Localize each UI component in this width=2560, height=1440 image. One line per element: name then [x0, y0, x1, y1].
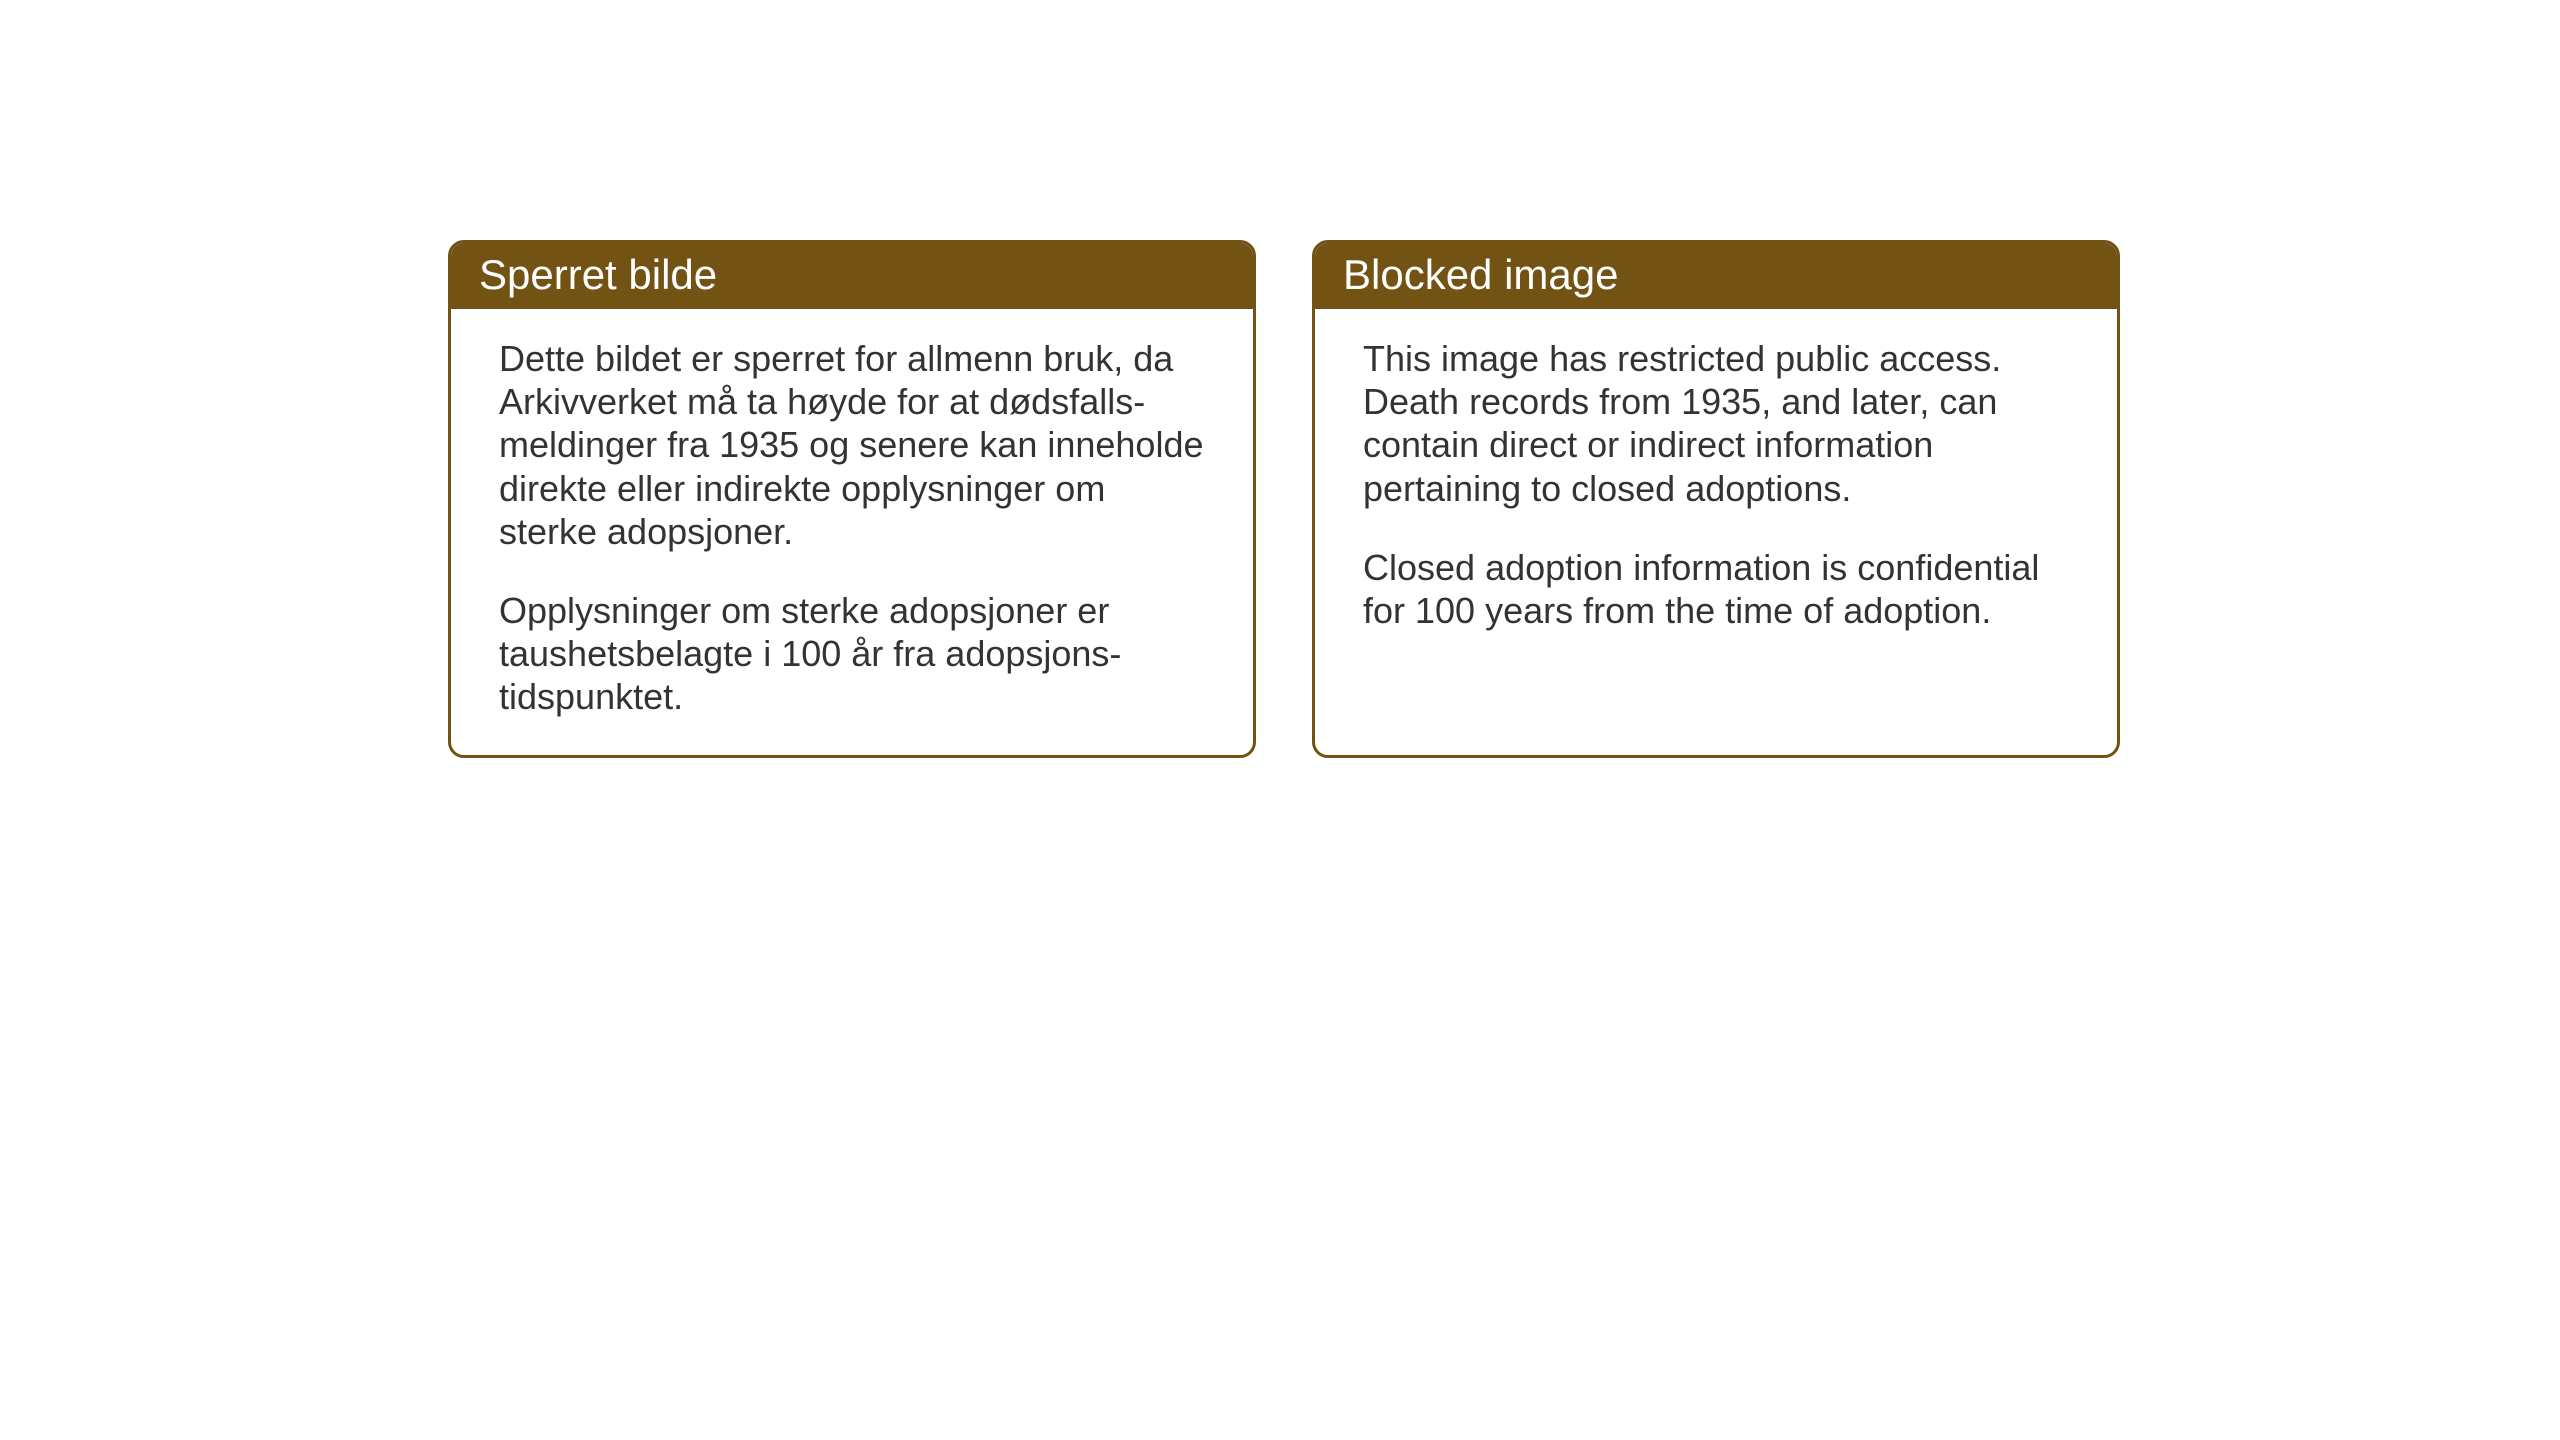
norwegian-paragraph-1: Dette bildet er sperret for allmenn bruk…: [499, 337, 1205, 553]
english-paragraph-1: This image has restricted public access.…: [1363, 337, 2069, 510]
norwegian-card-body: Dette bildet er sperret for allmenn bruk…: [451, 309, 1253, 755]
norwegian-card-title: Sperret bilde: [451, 243, 1253, 309]
notice-container: Sperret bilde Dette bildet er sperret fo…: [448, 240, 2120, 758]
english-paragraph-2: Closed adoption information is confident…: [1363, 546, 2069, 632]
english-card-body: This image has restricted public access.…: [1315, 309, 2117, 668]
english-notice-card: Blocked image This image has restricted …: [1312, 240, 2120, 758]
norwegian-notice-card: Sperret bilde Dette bildet er sperret fo…: [448, 240, 1256, 758]
english-card-title: Blocked image: [1315, 243, 2117, 309]
norwegian-paragraph-2: Opplysninger om sterke adopsjoner er tau…: [499, 589, 1205, 719]
